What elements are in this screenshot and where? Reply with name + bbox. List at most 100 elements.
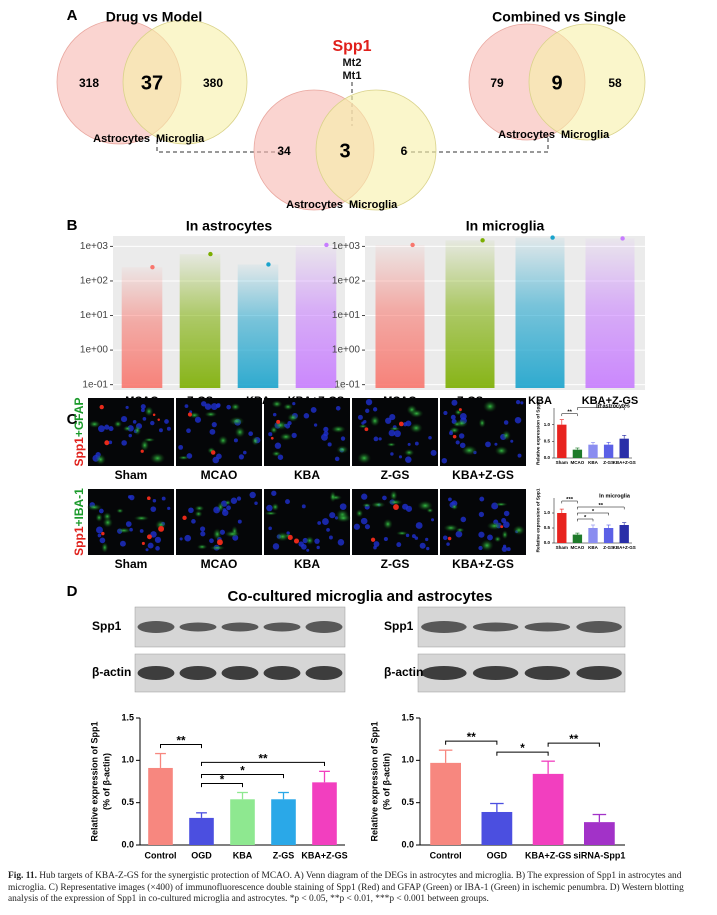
- bar: [588, 444, 598, 458]
- spp1-signal: [210, 450, 216, 455]
- nucleus: [327, 442, 332, 447]
- panel-label: B: [67, 217, 78, 234]
- nucleus: [428, 435, 432, 440]
- nucleus: [271, 490, 277, 496]
- significance-bracket: [201, 783, 243, 788]
- cell: [194, 505, 205, 512]
- cell: [230, 403, 241, 411]
- blot-band: [421, 666, 467, 680]
- nucleus: [365, 408, 370, 413]
- venn-count: 3: [339, 140, 350, 162]
- y-tick-label: 1.5: [401, 712, 414, 722]
- spp1-signal: [364, 427, 369, 432]
- significance-bracket: [561, 500, 578, 504]
- significance-label: *: [600, 404, 603, 410]
- caption-label: Fig. 11.: [8, 871, 37, 881]
- cell: [279, 432, 293, 441]
- y-tick-label: 0.0: [401, 839, 414, 849]
- nucleus: [249, 491, 256, 499]
- nucleus: [98, 508, 104, 514]
- nucleus: [487, 534, 493, 541]
- bar: [230, 799, 255, 845]
- nucleus: [503, 521, 510, 528]
- x-tick-label: KBA+Z-GS: [301, 850, 347, 860]
- blot-band: [305, 621, 343, 633]
- significance-bracket: [561, 413, 578, 417]
- nucleus: [485, 441, 491, 448]
- venn-circle-right: [122, 19, 248, 145]
- nucleus: [430, 518, 435, 522]
- y-tick-label: 0.5: [544, 525, 551, 530]
- spp1-signal: [293, 538, 300, 544]
- cell: [196, 544, 208, 550]
- nucleus: [237, 519, 242, 524]
- chart-title: In astrocytes: [186, 218, 273, 234]
- nucleus: [272, 543, 280, 550]
- max-point: [324, 242, 329, 248]
- nucleus: [339, 503, 347, 510]
- column-label: KBA+Z-GS: [452, 468, 514, 482]
- significance-bracket: [160, 744, 202, 749]
- nucleus: [310, 406, 317, 413]
- nucleus: [373, 436, 379, 442]
- nucleus: [248, 431, 254, 437]
- nucleus: [402, 503, 409, 510]
- x-tick-label: KBA+Z-GS: [525, 850, 571, 860]
- cell: [251, 436, 260, 446]
- nucleus: [179, 537, 183, 541]
- nucleus: [285, 499, 290, 505]
- y-axis-label: Relative expression of Spp1: [535, 488, 541, 552]
- cell: [271, 502, 280, 512]
- nucleus: [150, 506, 157, 513]
- nucleus: [125, 521, 132, 527]
- blot-band: [137, 666, 175, 680]
- cell: [396, 530, 409, 536]
- significance-label: **: [176, 735, 186, 748]
- cell: [483, 400, 497, 413]
- x-tick-label: Z-GS: [603, 460, 614, 465]
- significance-label: **: [567, 410, 572, 416]
- blot-band: [576, 666, 622, 680]
- y-axis-label: (% of β-actin): [381, 753, 391, 810]
- y-tick-label: 1e-01: [334, 379, 360, 390]
- column-label: Sham: [115, 468, 148, 482]
- bar: [619, 525, 629, 543]
- nucleus: [226, 505, 231, 511]
- cell: [144, 406, 154, 417]
- nucleus: [479, 496, 485, 502]
- bar: [532, 773, 564, 845]
- spp1-signal: [370, 537, 376, 542]
- nucleus: [382, 495, 387, 501]
- bar: [572, 449, 583, 458]
- significance-label: **: [467, 731, 477, 744]
- x-tick-label: MCAO: [571, 460, 585, 465]
- max-point: [620, 236, 625, 241]
- nucleus: [212, 456, 220, 464]
- spp1-signal: [187, 412, 193, 417]
- nucleus: [329, 512, 336, 519]
- cell: [101, 542, 109, 553]
- bar: [312, 782, 337, 845]
- nucleus: [209, 538, 214, 544]
- cell: [133, 425, 142, 436]
- y-tick-label: 1e+02: [332, 276, 361, 287]
- nucleus: [243, 450, 247, 455]
- nucleus: [204, 403, 212, 410]
- cell: [426, 507, 434, 514]
- cell: [224, 499, 231, 506]
- nucleus: [390, 452, 394, 456]
- venn-circle-right: [315, 89, 437, 211]
- cell: [270, 425, 278, 434]
- nucleus: [323, 431, 329, 437]
- venn-count: 37: [141, 72, 163, 94]
- nucleus: [337, 539, 345, 546]
- significance-label: ***: [566, 497, 574, 503]
- cell: [370, 415, 380, 427]
- cell: [389, 426, 401, 431]
- cell: [383, 518, 393, 530]
- x-tick-label: KBA+Z-GS: [613, 460, 636, 465]
- x-tick-label: KBA+Z-GS: [613, 545, 636, 550]
- point-cloud: [179, 254, 221, 388]
- nucleus: [448, 497, 452, 502]
- nucleus: [394, 430, 401, 438]
